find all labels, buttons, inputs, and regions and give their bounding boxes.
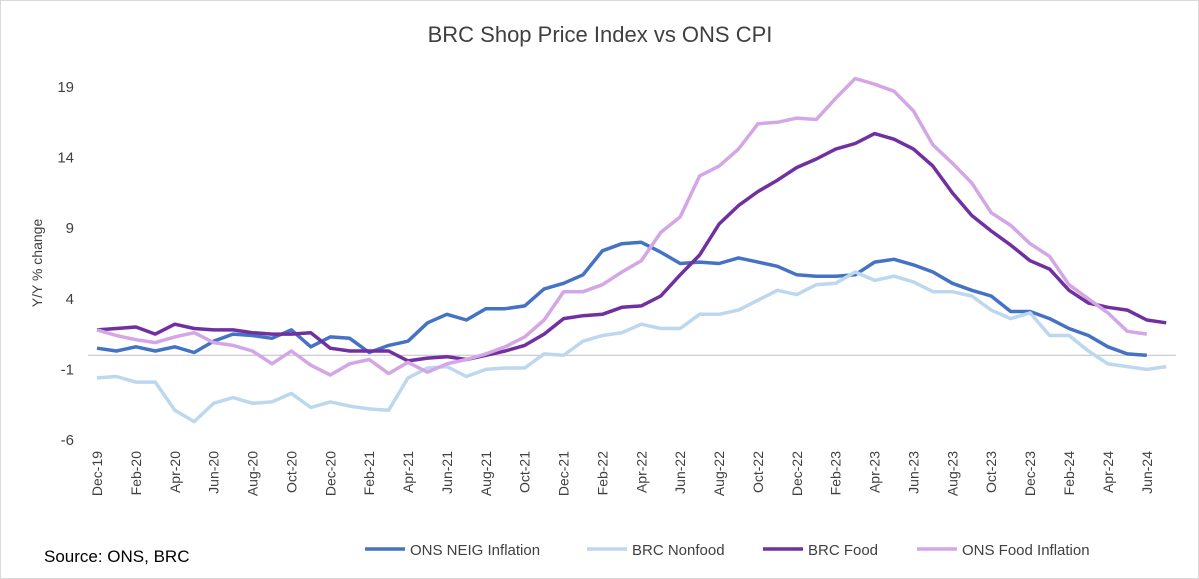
x-tick-label: Dec-19 [89, 451, 105, 496]
x-tick-label: Aug-23 [944, 451, 960, 496]
x-tick-label: Jun-22 [672, 451, 688, 494]
chart-title: BRC Shop Price Index vs ONS CPI [428, 22, 773, 47]
x-tick-label: Feb-24 [1061, 451, 1077, 496]
series-line [96, 240, 1147, 358]
y-tick-label: -1 [61, 361, 74, 378]
x-tick-label: Jun-24 [1139, 451, 1155, 494]
x-tick-label: Jun-23 [905, 451, 921, 494]
series-line [96, 131, 1167, 363]
x-tick-label: Feb-23 [828, 451, 844, 496]
series-line [96, 270, 1167, 424]
x-tick-label: Apr-20 [167, 451, 183, 493]
x-tick-label: Dec-23 [1022, 451, 1038, 496]
x-tick-label: Apr-23 [867, 451, 883, 493]
y-tick-label: 4 [66, 291, 74, 308]
y-axis-label: Y/Y % change [29, 219, 45, 308]
x-tick-label: Jun-21 [439, 451, 455, 494]
x-tick-label: Aug-22 [711, 451, 727, 496]
y-tick-label: -6 [61, 432, 74, 449]
x-tick-label: Apr-22 [633, 451, 649, 493]
x-tick-label: Dec-21 [556, 451, 572, 496]
x-tick-label: Dec-20 [322, 451, 338, 496]
x-tick-label: Jun-20 [206, 451, 222, 494]
x-tick-label: Feb-22 [594, 451, 610, 496]
x-tick-label: Feb-20 [128, 451, 144, 496]
x-tick-label: Oct-21 [517, 451, 533, 493]
legend-label: ONS NEIG Inflation [410, 542, 540, 559]
legend-label: ONS Food Inflation [962, 542, 1090, 559]
x-tick-label: Apr-21 [400, 451, 416, 493]
series-line [96, 76, 1148, 377]
y-tick-label: 14 [57, 150, 74, 167]
x-tick-label: Aug-21 [478, 451, 494, 496]
x-tick-label: Apr-24 [1100, 451, 1116, 493]
legend-label: BRC Food [808, 542, 878, 559]
legend-label: BRC Nonfood [632, 542, 725, 559]
x-tick-label: Dec-22 [789, 451, 805, 496]
x-tick-label: Feb-21 [361, 451, 377, 496]
x-tick-label: Oct-20 [283, 451, 299, 493]
x-tick-label: Oct-22 [750, 451, 766, 493]
source: Source: ONS, BRC [44, 547, 190, 566]
y-tick-label: 19 [57, 79, 74, 96]
x-tick-label: Aug-20 [245, 451, 261, 496]
x-tick-label: Oct-23 [983, 451, 999, 493]
y-tick-label: 9 [66, 220, 74, 237]
